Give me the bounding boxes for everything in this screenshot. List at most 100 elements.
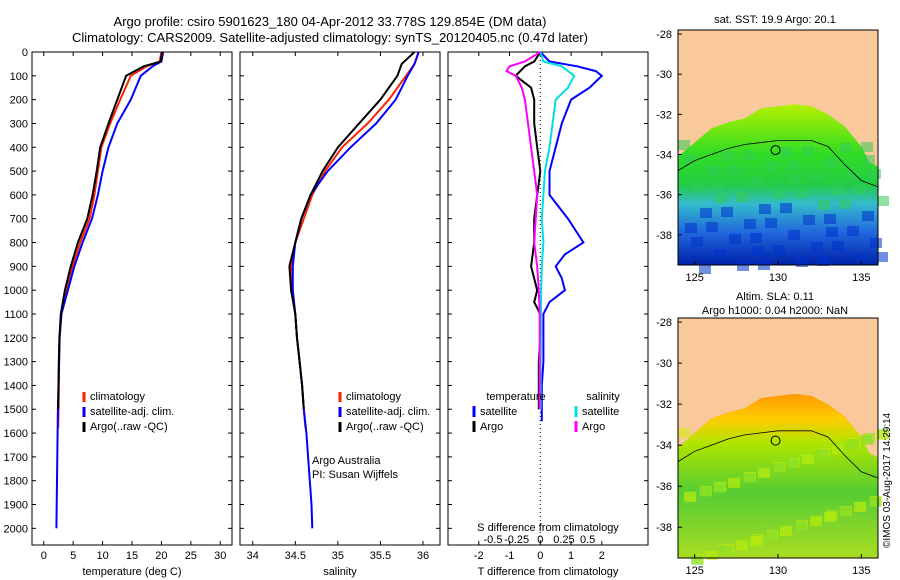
panel-frame-0 [31, 51, 233, 546]
legend-label: satellite [582, 406, 619, 418]
series-line-0-2 [57, 51, 163, 410]
map-cell [685, 223, 697, 233]
map-cell [751, 177, 763, 187]
map-cell [832, 444, 844, 454]
x-tick-label: 30 [214, 550, 226, 562]
map-y-tick-label: -36 [656, 190, 672, 202]
sla-map-title1: Altim. SLA: 0.11 [735, 291, 815, 303]
isobath-line-0 [677, 140, 879, 188]
map-cell [876, 430, 888, 440]
map-cell [706, 550, 718, 560]
x-tick-label: -1 [505, 550, 515, 562]
map-cell [750, 536, 762, 546]
map-cell [743, 150, 755, 160]
x-tick-label: -2 [474, 550, 484, 562]
depth-tick-label: 1300 [4, 357, 28, 369]
map-cell [743, 473, 755, 483]
map-cell [699, 264, 711, 274]
map-cell [796, 257, 808, 267]
series-line-2-1 [514, 51, 542, 410]
map-cell [863, 155, 875, 165]
map-cell [765, 531, 777, 541]
map-cell [826, 227, 838, 237]
map-cell [736, 540, 748, 550]
map-cell [774, 189, 786, 199]
imos-credit: ©IMOS 03-Aug-2017 14:29:14 [882, 412, 893, 548]
legend-label: Argo(..raw -QC) [346, 421, 424, 433]
map-y-tick-label: -30 [656, 69, 672, 81]
s-tick-label: 0.25 [553, 534, 574, 546]
panel-frame-2 [447, 51, 649, 546]
map-y-tick-label: -32 [656, 399, 672, 411]
map-cell [817, 256, 829, 266]
map-cell [833, 185, 845, 195]
x-tick-label: 35.5 [370, 550, 391, 562]
depth-tick-label: 1800 [4, 476, 28, 488]
map-cell [780, 203, 792, 213]
map-cell [773, 463, 785, 473]
map-cell [839, 199, 851, 209]
depth-tick-label: 1500 [4, 404, 28, 416]
map-cell [854, 184, 866, 194]
sst-map-title: sat. SST: 19.9 Argo: 20.1 [714, 14, 836, 26]
map-cell [810, 516, 822, 526]
map-cell [744, 219, 756, 229]
x-tick-label: 1 [568, 550, 574, 562]
map-cell [869, 169, 881, 179]
s-tick-label: -0.25 [504, 534, 529, 546]
map-cell [854, 502, 866, 512]
map-cell [862, 211, 874, 221]
map-cell [728, 165, 740, 175]
x-tick-label: 25 [185, 550, 197, 562]
depth-tick-label: 100 [10, 71, 28, 83]
map-cell [877, 196, 889, 206]
depth-tick-label: 1600 [4, 428, 28, 440]
depth-tick-label: 400 [10, 142, 28, 154]
s-tick-label: 0 [537, 534, 543, 546]
legend-label: Argo [582, 421, 605, 433]
map-cell [818, 200, 830, 210]
x-axis-label: T difference from climatology [478, 566, 619, 578]
annotation-line: Argo Australia [312, 455, 381, 467]
map-cell [861, 142, 873, 152]
map-cell [789, 174, 801, 184]
map-cell [870, 238, 882, 248]
figure-title-line1: Argo profile: csiro 5901623_180 04-Apr-2… [113, 14, 547, 29]
legend-label: climatology [346, 391, 402, 403]
map-cell [692, 181, 704, 191]
map-cell [713, 483, 725, 493]
legend-label: Argo [480, 421, 503, 433]
depth-tick-label: 800 [10, 238, 28, 250]
map-cell [691, 555, 703, 565]
map-cell [721, 545, 733, 555]
annotation-line: PI: Susan Wijffels [312, 469, 398, 481]
x-tick-label: 35 [332, 550, 344, 562]
map-cell [787, 161, 799, 171]
x-axis-label: temperature (deg C) [82, 566, 181, 578]
depth-tick-label: 2000 [4, 523, 28, 535]
legend-label: Argo(..raw -QC) [90, 421, 168, 433]
series-line-0-1 [55, 51, 165, 529]
map-y-tick-label: -28 [656, 317, 672, 329]
depth-tick-label: 200 [10, 95, 28, 107]
map-cell [802, 454, 814, 464]
map-cell [729, 234, 741, 244]
map-cell [861, 435, 873, 445]
map-cell [781, 147, 793, 157]
map-cell [707, 166, 719, 176]
map-cell [848, 170, 860, 180]
map-y-tick-label: -32 [656, 109, 672, 121]
map-cell [795, 521, 807, 531]
map-x-tick-label: 130 [769, 565, 787, 577]
x-tick-label: 10 [96, 550, 108, 562]
map-cell [802, 146, 814, 156]
x-tick-label: 0 [537, 550, 543, 562]
argo-position-marker-1 [770, 435, 781, 446]
map-cell [869, 497, 881, 507]
series-line-1-2 [288, 51, 416, 410]
depth-tick-label: 900 [10, 261, 28, 273]
map-cell [728, 478, 740, 488]
map-cell [810, 173, 822, 183]
series-line-1-1 [291, 51, 420, 529]
